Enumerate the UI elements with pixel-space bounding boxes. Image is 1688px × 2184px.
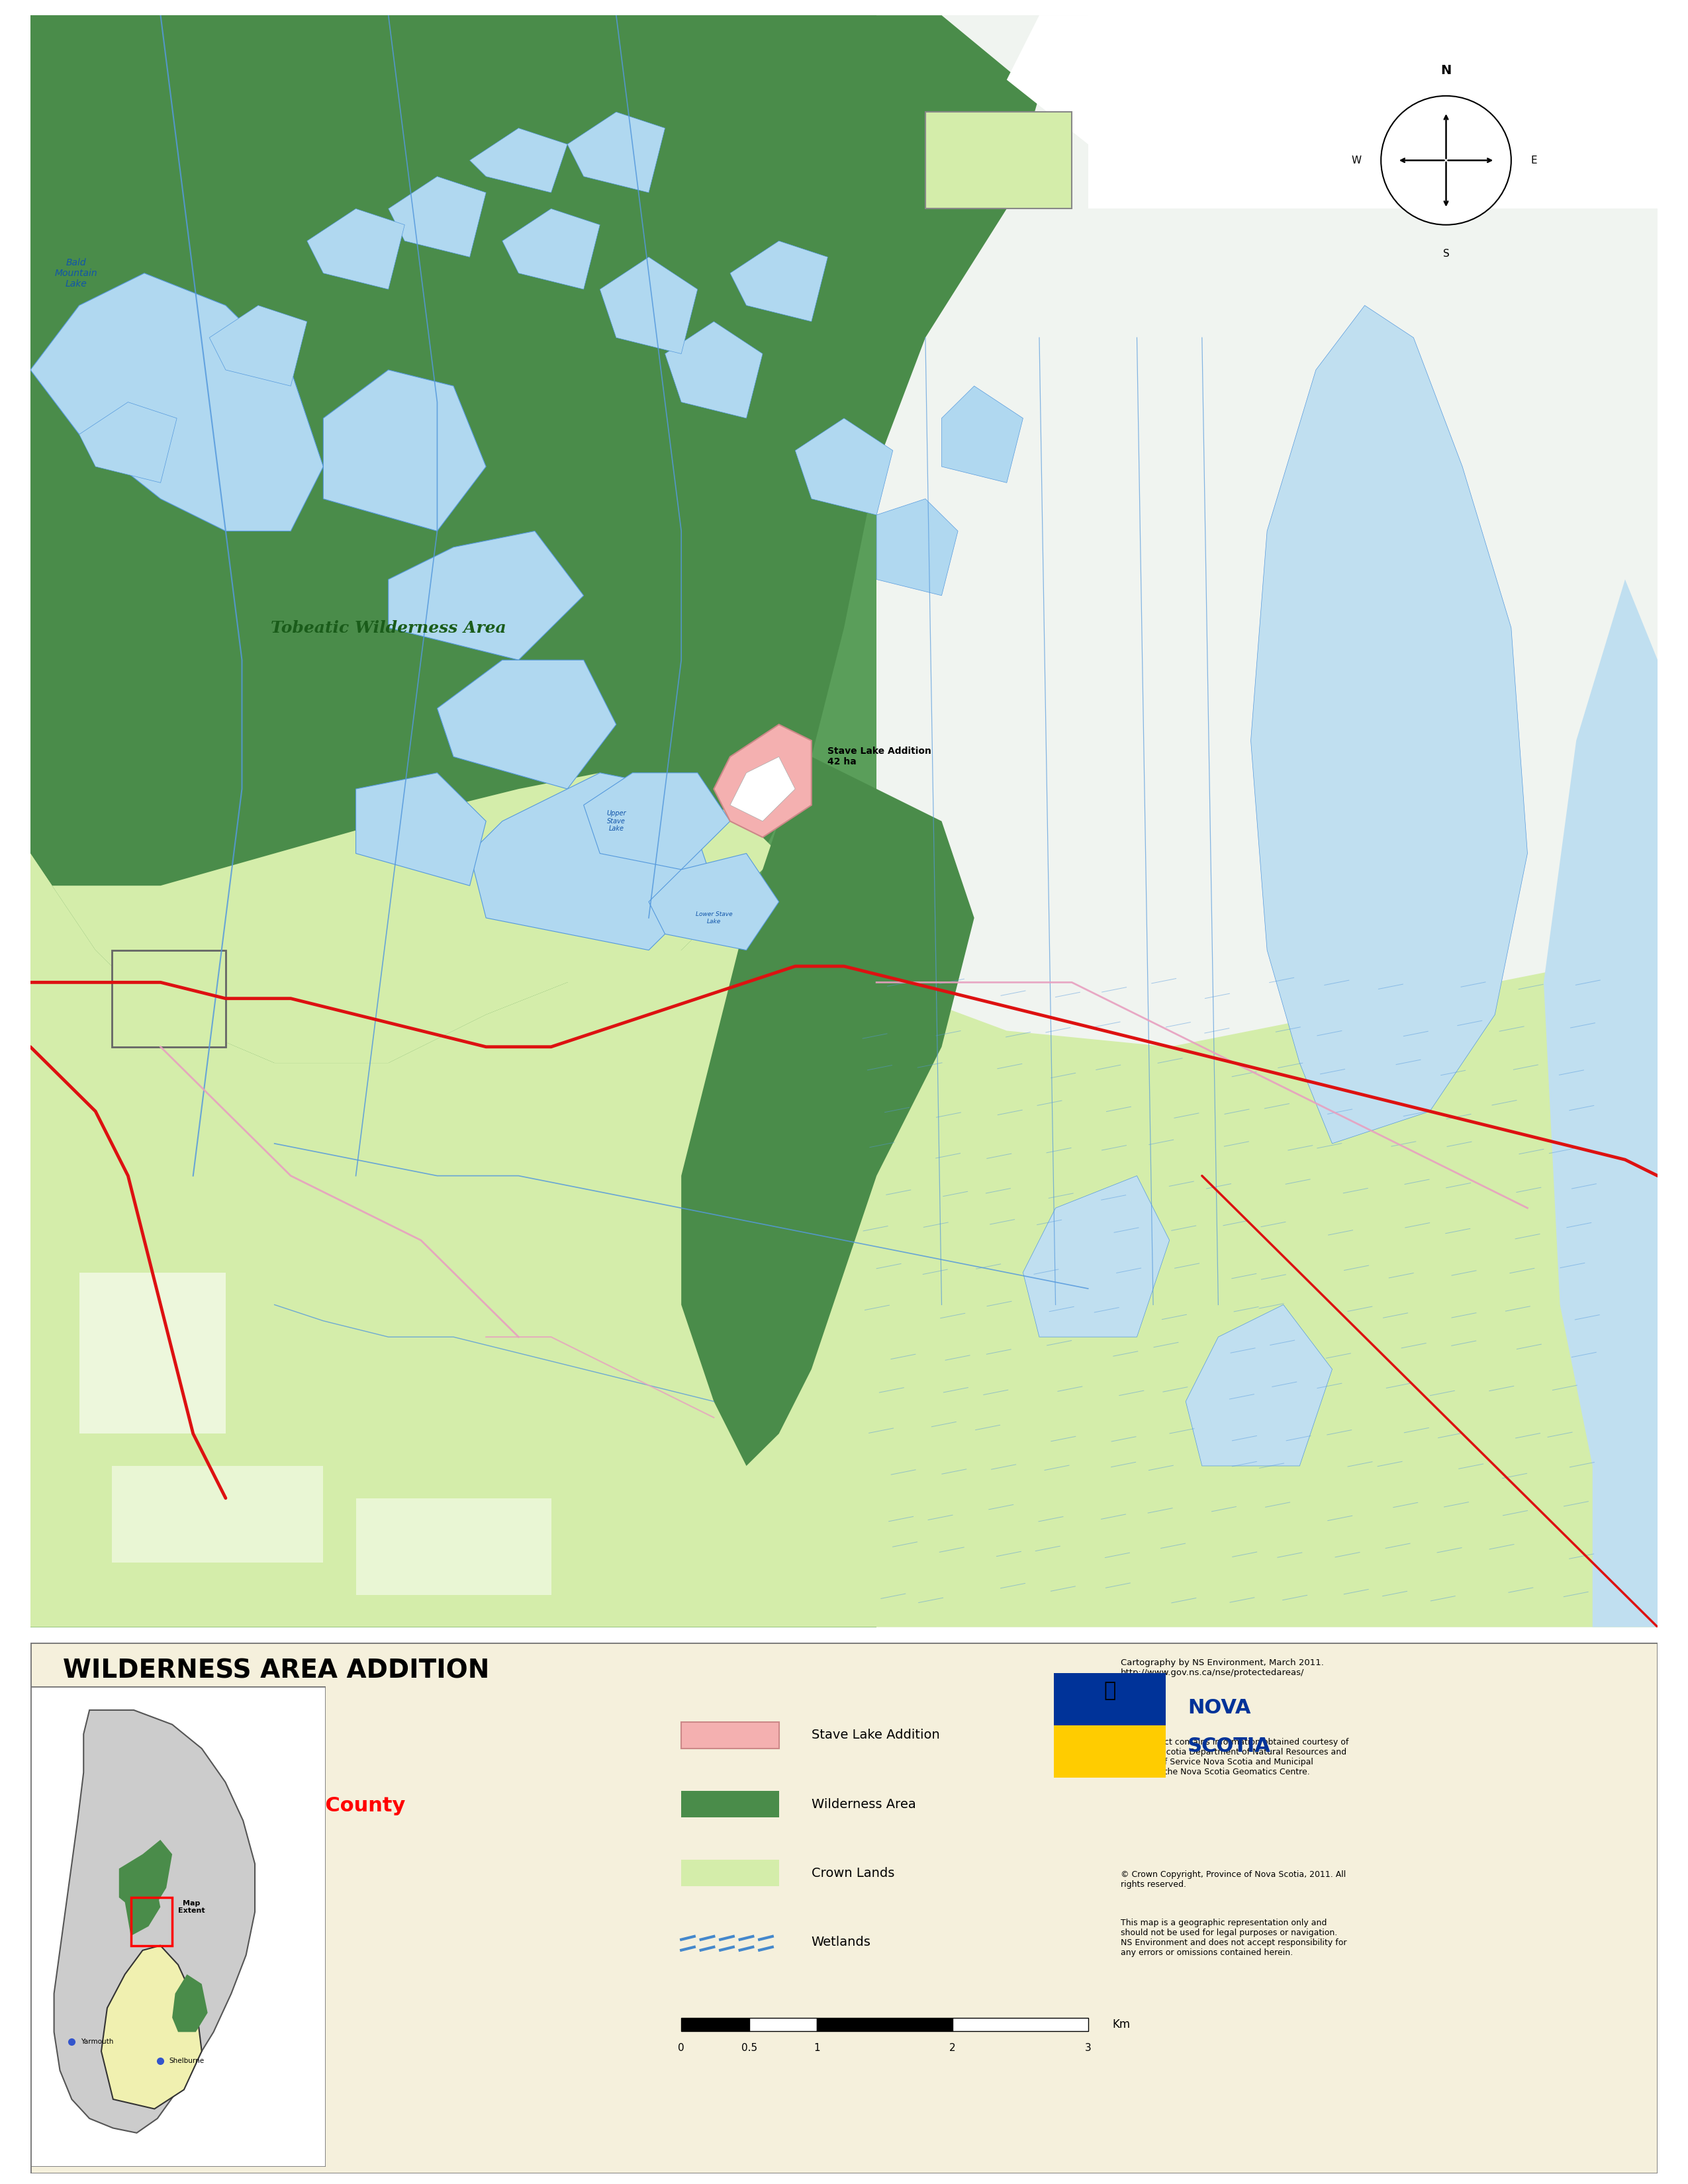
Polygon shape [125, 1878, 160, 1935]
Polygon shape [1089, 15, 1658, 210]
Text: Stave Lake Addition: Stave Lake Addition [812, 1730, 940, 1741]
Polygon shape [30, 854, 1658, 1627]
Polygon shape [714, 725, 812, 836]
Text: Km: Km [1112, 2018, 1131, 2031]
Polygon shape [795, 417, 893, 515]
Text: Bald
Mountain
Lake: Bald Mountain Lake [54, 258, 98, 288]
Text: 2: 2 [949, 2042, 955, 2053]
Polygon shape [79, 402, 177, 483]
Text: 0: 0 [679, 2042, 684, 2053]
Bar [682, 1791, 778, 1817]
Text: Stave Lake, Shelburne County: Stave Lake, Shelburne County [62, 1795, 405, 1815]
Text: Crown Lands: Crown Lands [812, 1867, 895, 1880]
Bar [682, 2018, 749, 2031]
Polygon shape [111, 950, 226, 1046]
Polygon shape [388, 531, 584, 660]
Text: Tobeatic Wilderness Area: Tobeatic Wilderness Area [62, 1732, 316, 1752]
Polygon shape [118, 1839, 172, 1911]
Text: Cartography by NS Environment, March 2011.
http://www.gov.ns.ca/nse/protectedare: Cartography by NS Environment, March 201… [1121, 1658, 1323, 1677]
Polygon shape [567, 111, 665, 192]
Polygon shape [665, 321, 763, 417]
Text: Upper
Stave
Lake: Upper Stave Lake [606, 810, 626, 832]
Polygon shape [1023, 1175, 1170, 1337]
Text: Yarmouth: Yarmouth [81, 2038, 113, 2044]
Polygon shape [54, 1710, 255, 2134]
Bar [749, 2018, 817, 2031]
Polygon shape [1006, 15, 1202, 144]
Bar [132, 1898, 172, 1946]
Text: Wilderness Area: Wilderness Area [812, 1797, 917, 1811]
Text: S: S [1443, 249, 1450, 260]
Bar [817, 2018, 952, 2031]
Polygon shape [101, 1946, 201, 2110]
Bar [952, 2018, 1089, 2031]
Text: 3: 3 [1085, 2042, 1092, 2053]
Polygon shape [584, 773, 731, 869]
Polygon shape [437, 660, 616, 788]
Text: 0.5: 0.5 [741, 2042, 756, 2053]
Polygon shape [111, 1465, 324, 1562]
Polygon shape [356, 1498, 550, 1594]
Text: WILDERNESS AREA ADDITION: WILDERNESS AREA ADDITION [62, 1658, 490, 1684]
Text: Shelburne: Shelburne [169, 2057, 204, 2064]
Polygon shape [30, 15, 1040, 1064]
Text: 1: 1 [814, 2042, 820, 2053]
Text: Wetlands: Wetlands [812, 1935, 871, 1948]
Text: Tobeatic Wilderness Area: Tobeatic Wilderness Area [270, 620, 506, 636]
Text: This product contains information obtained courtesy of
the Nova Scotia Departmen: This product contains information obtain… [1121, 1738, 1349, 1776]
Polygon shape [324, 369, 486, 531]
Text: NOVA: NOVA [1188, 1699, 1251, 1717]
Polygon shape [648, 854, 778, 950]
Polygon shape [942, 387, 1023, 483]
Polygon shape [503, 210, 599, 288]
Text: N: N [1440, 63, 1452, 76]
Polygon shape [356, 773, 486, 887]
Polygon shape [388, 177, 486, 258]
Bar [1053, 1673, 1165, 1778]
Text: Lower Stave
Lake: Lower Stave Lake [695, 911, 733, 924]
Polygon shape [172, 1974, 208, 2031]
Polygon shape [307, 210, 405, 288]
Polygon shape [1251, 306, 1528, 1144]
Polygon shape [30, 773, 778, 1064]
Polygon shape [876, 498, 957, 596]
Polygon shape [30, 273, 324, 531]
Polygon shape [731, 240, 827, 321]
Text: E: E [1531, 155, 1538, 166]
Polygon shape [1185, 1304, 1332, 1465]
Polygon shape [1545, 579, 1658, 1627]
Text: SCOTIA: SCOTIA [1188, 1736, 1271, 1756]
Text: W: W [1352, 155, 1362, 166]
Text: This map is a geographic representation only and
should not be used for legal pu: This map is a geographic representation … [1121, 1918, 1347, 1957]
Text: Stave Lake Addition
42 ha: Stave Lake Addition 42 ha [827, 747, 932, 767]
Bar [1053, 1725, 1165, 1778]
Circle shape [1381, 96, 1511, 225]
Text: 🦅: 🦅 [1104, 1682, 1116, 1699]
Polygon shape [79, 1273, 226, 1433]
Polygon shape [599, 258, 697, 354]
Polygon shape [30, 15, 876, 1627]
Text: © Crown Copyright, Province of Nova Scotia, 2011. All
rights reserved.: © Crown Copyright, Province of Nova Scot… [1121, 1870, 1345, 1889]
Polygon shape [469, 129, 567, 192]
Polygon shape [876, 15, 1658, 1627]
Polygon shape [731, 756, 795, 821]
Polygon shape [209, 306, 307, 387]
Text: Map
Extent: Map Extent [177, 1900, 204, 1913]
Bar [682, 1861, 778, 1887]
Polygon shape [682, 756, 974, 1465]
Polygon shape [469, 773, 714, 950]
Bar [682, 1721, 778, 1749]
Polygon shape [925, 111, 1072, 210]
